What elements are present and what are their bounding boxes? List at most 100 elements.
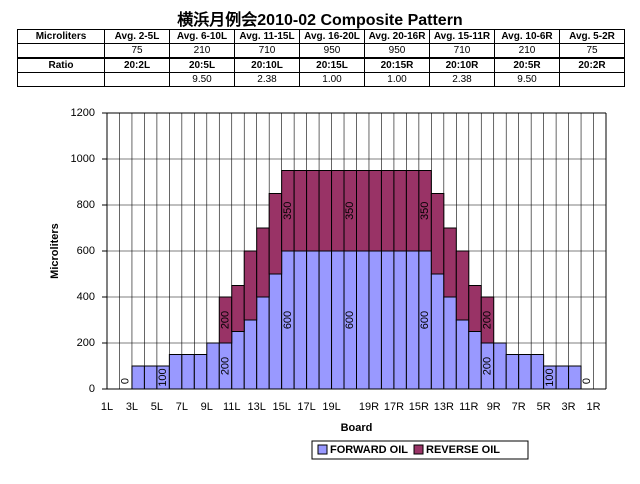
x-tick-label: 9L — [201, 401, 213, 413]
bar-segment — [368, 250, 382, 390]
data-label: 350 — [282, 202, 294, 220]
bar-segment — [143, 365, 158, 390]
legend-label: FORWARD OIL — [330, 444, 408, 456]
x-tick-label: 15R — [409, 401, 429, 413]
bar-segment — [380, 170, 395, 252]
x-tick-label: 9R — [487, 401, 501, 413]
bar-segment — [468, 331, 482, 390]
y-tick-label: 400 — [77, 291, 95, 303]
x-tick-label: 3R — [562, 401, 576, 413]
bar-segment — [318, 250, 333, 390]
bar-segment — [518, 354, 532, 390]
x-tick-label: 5L — [151, 401, 163, 413]
data-label: 600 — [344, 311, 356, 329]
table-cell: Ratio — [17, 57, 105, 73]
bar-segment — [455, 250, 470, 321]
bar-segment — [256, 227, 270, 298]
bar-segment — [243, 319, 258, 390]
bar-segment — [480, 296, 495, 344]
x-tick-label: 19L — [322, 401, 340, 413]
bar-segment — [318, 170, 333, 252]
bar-segment — [356, 170, 370, 252]
y-tick-label: 1200 — [71, 107, 95, 119]
table-cell: Avg. 10-6R — [494, 29, 560, 44]
data-label: 200 — [219, 357, 231, 375]
bar-segment — [293, 170, 308, 252]
bar-segment — [505, 354, 520, 390]
legend-swatch — [317, 444, 328, 455]
bar-segment — [293, 250, 308, 390]
x-tick-label: 19R — [359, 401, 379, 413]
y-tick-label: 800 — [77, 199, 95, 211]
table-row: Ratio 20:2L 20:5L 20:10L 20:15L 20:15R 20:10R 2… — [17, 57, 625, 73]
summary-table: Microliters Avg. 2-5L Avg. 6-10L Avg. 11-15… — [17, 29, 625, 87]
y-axis-label: Microliters — [49, 223, 61, 279]
bar-segment — [393, 170, 407, 252]
x-tick-label: 17R — [384, 401, 404, 413]
bar-segment — [568, 365, 582, 390]
bar-segment — [168, 354, 183, 390]
bar-segment — [231, 285, 245, 332]
bar-segment — [530, 354, 545, 390]
table-cell — [559, 72, 625, 87]
x-tick-label: 11L — [223, 401, 241, 413]
bar-segment — [306, 170, 320, 252]
table-row: 75 210 710 950 950 710 210 75 — [17, 43, 625, 59]
bar-segment — [393, 250, 407, 390]
bar-segment — [493, 342, 507, 390]
bar-segment — [331, 250, 345, 390]
bar-segment — [405, 250, 420, 390]
bar-segment — [206, 342, 220, 390]
data-label: 200 — [481, 357, 493, 375]
bar-segment — [331, 170, 345, 252]
bar-segment — [268, 273, 283, 390]
x-tick-label: 13L — [248, 401, 266, 413]
x-tick-label: 5R — [537, 401, 551, 413]
table-row: 9.50 2.38 1.00 1.00 2.38 9.50 — [17, 72, 625, 87]
data-label: 350 — [419, 202, 431, 220]
x-tick-label: 7R — [512, 401, 526, 413]
bar-segment — [455, 319, 470, 390]
bar-segment — [430, 193, 445, 275]
data-label: 100 — [544, 368, 556, 386]
bar-segment — [268, 193, 283, 275]
data-label: 200 — [481, 311, 493, 329]
legend-swatch — [413, 444, 424, 455]
x-tick-label: 3L — [126, 401, 138, 413]
x-tick-label: 17L — [297, 401, 315, 413]
chart-title: 横浜月例会2010-02 Composite Pattern — [177, 12, 463, 29]
data-label: 100 — [157, 368, 169, 386]
x-axis-label: Board — [341, 422, 373, 434]
bar-segment — [243, 250, 258, 321]
y-tick-label: 200 — [77, 337, 95, 349]
table-cell: Avg. 16-20L — [299, 29, 365, 44]
bar-segment — [380, 250, 395, 390]
x-tick-label: 15L — [272, 401, 290, 413]
bar-segment — [443, 227, 457, 298]
table-cell: Avg. 5-2R — [559, 29, 625, 44]
bar-segment — [231, 331, 245, 390]
data-label: 0 — [581, 378, 593, 384]
bar-segment — [181, 354, 195, 390]
bar-segment — [356, 250, 370, 390]
bar-segment — [405, 170, 420, 252]
data-label: 200 — [219, 311, 231, 329]
bar-segment — [306, 250, 320, 390]
bar-segment — [193, 354, 208, 390]
data-label: 600 — [282, 311, 294, 329]
bar-segment — [468, 285, 482, 332]
data-label: 350 — [344, 202, 356, 220]
bar-segment — [443, 296, 457, 390]
x-tick-label: 11R — [459, 401, 478, 413]
legend-label: REVERSE OIL — [426, 444, 500, 456]
y-tick-label: 0 — [89, 383, 95, 395]
table-cell: Avg. 11-15L — [234, 29, 300, 44]
table-cell: 20:10R — [429, 57, 495, 73]
bar-segment — [256, 296, 270, 390]
bar-segment — [368, 170, 382, 252]
y-tick-label: 600 — [77, 245, 95, 257]
data-label: 0 — [120, 378, 132, 384]
bar-segment — [131, 365, 145, 390]
